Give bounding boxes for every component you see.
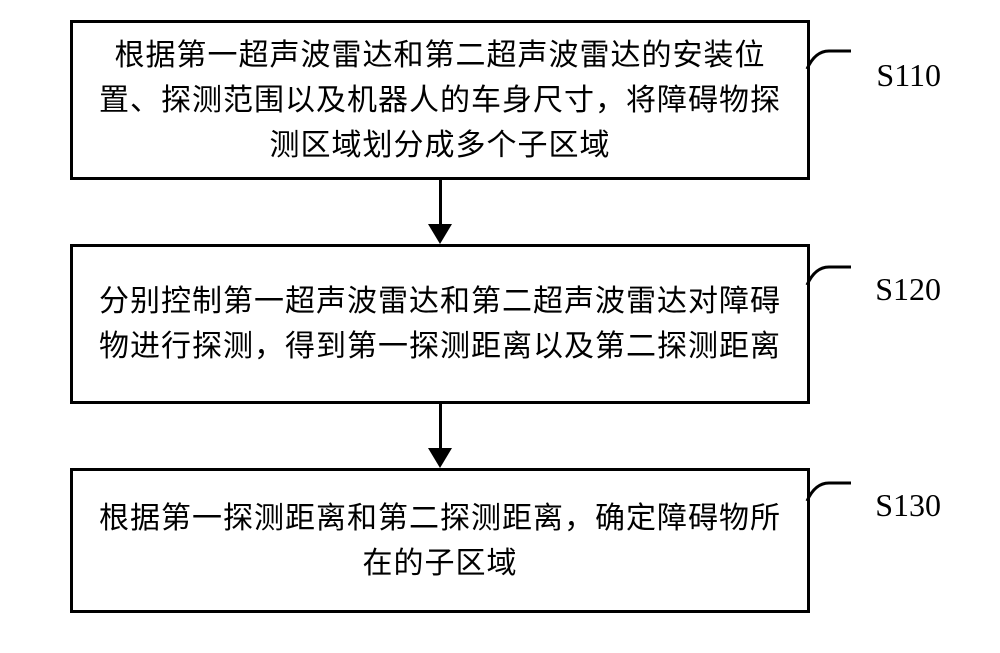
flow-step-label: S120 xyxy=(875,265,941,313)
label-connector xyxy=(807,279,851,299)
flow-step-text: 根据第一探测距离和第二探测距离，确定障碍物所在的子区域 xyxy=(93,496,787,586)
arrow-head-icon xyxy=(428,448,452,468)
label-connector xyxy=(807,495,851,515)
flow-arrow xyxy=(70,404,810,468)
flow-step-text: 根据第一超声波雷达和第二超声波雷达的安装位置、探测范围以及机器人的车身尺寸，将障… xyxy=(93,33,787,168)
flow-step-label: S130 xyxy=(875,481,941,529)
label-connector xyxy=(807,63,851,83)
flow-arrow xyxy=(70,180,810,244)
arrow-shaft xyxy=(439,180,442,224)
flow-step-box: 分别控制第一超声波雷达和第二超声波雷达对障碍物进行探测，得到第一探测距离以及第二… xyxy=(70,244,810,404)
flow-step-text: 分别控制第一超声波雷达和第二超声波雷达对障碍物进行探测，得到第一探测距离以及第二… xyxy=(93,279,787,369)
flow-step-box: 根据第一超声波雷达和第二超声波雷达的安装位置、探测范围以及机器人的车身尺寸，将障… xyxy=(70,20,810,180)
flow-step-box: 根据第一探测距离和第二探测距离，确定障碍物所在的子区域S130 xyxy=(70,468,810,613)
flow-step-label: S110 xyxy=(876,51,941,99)
arrow-head-icon xyxy=(428,224,452,244)
arrow-shaft xyxy=(439,404,442,448)
